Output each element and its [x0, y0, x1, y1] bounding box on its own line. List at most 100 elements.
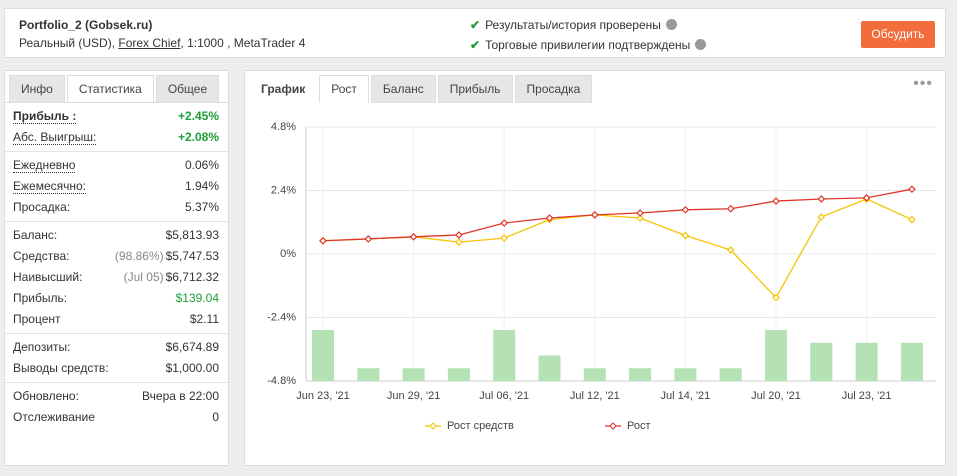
stat-note: (98.86%) — [114, 249, 164, 263]
series-line — [322, 188, 913, 242]
legend-marker — [429, 422, 437, 430]
point — [681, 231, 690, 240]
bar — [493, 330, 516, 381]
check-text: Торговые привилегии подтверждены — [485, 38, 691, 52]
stat-label: Просадка: — [13, 200, 71, 214]
point — [636, 209, 644, 217]
stat-group: Депозиты: $6,674.89 Выводы средств: $1,000.… — [5, 334, 228, 383]
checks: ✔ Результаты/история проверены ✔ Торговые п… — [470, 16, 707, 56]
stat-row: Прибыль: $139.04 — [5, 288, 228, 309]
stat-label: Процент — [13, 312, 61, 326]
stat-value-box: +2.08% — [178, 127, 219, 148]
tab[interactable]: Общее — [155, 75, 220, 103]
tabs: График Рост Баланс Прибыль Просадка — [249, 75, 594, 103]
point — [500, 234, 509, 242]
stat-row: Абс. Выигрыш: +2.08% — [5, 127, 228, 148]
point — [455, 238, 463, 246]
stat-value: $6,712.32 — [165, 270, 219, 284]
text: , 1:1000 , MetaTrader 4 — [180, 36, 306, 50]
title: Portfolio_2 (Gobsek.ru) — [19, 18, 153, 32]
y-tick-label: 0% — [280, 248, 296, 260]
stat-row: Выводы средств: $1,000.00 — [5, 358, 228, 379]
menu[interactable]: ••• — [913, 75, 933, 92]
point — [319, 236, 327, 245]
stat-row: Депозиты: $6,674.89 — [5, 337, 228, 358]
chart-panel: График Рост Баланс Прибыль Просадка ••• -4.8… — [244, 70, 946, 466]
stat-value: 5.37% — [184, 200, 219, 214]
stat-value-box: +2.45% — [178, 106, 219, 127]
point — [772, 197, 780, 205]
tab[interactable]: Инфо — [9, 75, 65, 103]
x-tick-label: Jun 23, '21 — [296, 390, 349, 402]
discuss-button[interactable]: Обсудить — [861, 21, 935, 48]
point — [862, 194, 871, 202]
chart: -4.8% -2.4% 0% 2.4% 4.8% Jun 23, '21 Jun 29, '… — [267, 121, 936, 432]
check-icon: ✔ — [470, 18, 481, 32]
tab[interactable]: Баланс — [370, 75, 436, 103]
bar — [855, 342, 878, 381]
point — [455, 231, 463, 239]
stat-group: Прибыль : +2.45% Абс. Выигрыш: +2.08% — [5, 103, 228, 152]
stat-row: Прибыль : +2.45% — [5, 106, 228, 127]
info-icon — [695, 39, 707, 50]
stat-value-box: $139.04 — [176, 288, 219, 309]
stat-label: Баланс: — [13, 228, 58, 242]
legend-marker — [609, 422, 617, 430]
stat-value: $5,813.93 — [165, 228, 219, 242]
point — [908, 215, 916, 224]
tab[interactable]: Рост — [319, 75, 369, 103]
tabs: Инфо Статистика Общее — [9, 75, 221, 103]
point — [726, 246, 735, 254]
point — [908, 185, 916, 194]
check-row: ✔ Торговые привилегии подтверждены — [470, 36, 707, 54]
stat-value: $139.04 — [175, 291, 219, 305]
tab[interactable]: Статистика — [66, 75, 154, 103]
stat-group: Ежедневно 0.06% Ежемесячно: 1.94% Просадка: 5… — [5, 152, 228, 222]
bar — [402, 368, 425, 381]
legend-label: Рост — [627, 420, 651, 432]
stat-value: +2.45% — [177, 109, 219, 123]
check-text: Результаты/история проверены — [485, 18, 661, 32]
stat-note: (Jul 05) — [123, 270, 164, 284]
stat-label: Отслеживание — [13, 410, 95, 424]
point — [590, 210, 599, 219]
stat-value-box: 0.06% — [185, 155, 219, 176]
x-tick-label: Jul 20, '21 — [751, 390, 801, 402]
stat-value: 0 — [212, 410, 219, 424]
stat-row: Обновлено: Вчера в 22:00 — [5, 386, 228, 407]
stat-row: Процент $2.11 — [5, 309, 228, 330]
header: Portfolio_2 (Gobsek.ru) Реальный (USD), … — [4, 8, 946, 58]
stat-value: $6,674.89 — [165, 340, 219, 354]
bar — [447, 368, 470, 381]
bar — [629, 368, 652, 381]
tab[interactable]: Просадка — [514, 75, 593, 103]
broker-link[interactable]: Forex Chief — [118, 36, 181, 50]
stat-value-box: Вчера в 22:00 — [142, 386, 219, 407]
bar — [900, 342, 923, 381]
point — [409, 232, 418, 241]
stat-value-box: $6,674.89 — [166, 337, 219, 358]
stat-row: Баланс: $5,813.93 — [5, 225, 228, 246]
y-tick-label: -4.8% — [267, 375, 296, 387]
stat-value-box: $1,000.00 — [166, 358, 219, 379]
stat-row: Средства: (98.86%) $5,747.53 — [5, 246, 228, 267]
bar — [583, 368, 606, 381]
bar — [312, 330, 334, 381]
stat-group: Баланс: $5,813.93 Средства: (98.86%) $5,747.… — [5, 222, 228, 334]
bar — [719, 368, 742, 381]
tab[interactable]: Прибыль — [437, 75, 513, 103]
bar — [765, 330, 787, 381]
y-tick-label: 4.8% — [271, 121, 296, 133]
stat-value-box: 0 — [212, 407, 219, 428]
stat-value-box: (98.86%) $5,747.53 — [115, 246, 219, 267]
stat-row: Просадка: 5.37% — [5, 197, 228, 218]
x-tick-label: Jul 23, '21 — [842, 390, 892, 402]
point — [364, 235, 373, 243]
bar — [810, 342, 833, 381]
point — [726, 204, 735, 213]
check-row: ✔ Результаты/история проверены — [470, 16, 706, 34]
point — [817, 195, 826, 203]
bar — [538, 355, 561, 381]
x-tick-label: Jul 06, '21 — [479, 390, 529, 402]
stat-value: 1.94% — [184, 179, 219, 193]
